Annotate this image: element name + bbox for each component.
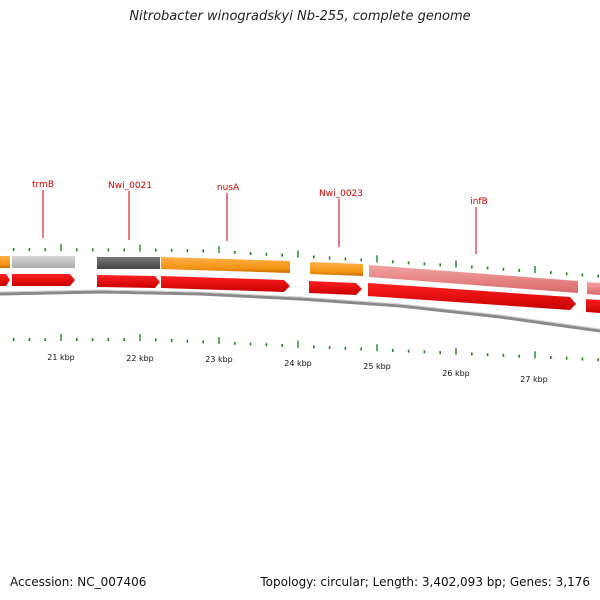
cds-arrow — [309, 281, 362, 295]
gene-block-trmB — [12, 256, 75, 268]
gene-block-nusA — [161, 257, 290, 273]
cds-arrow — [586, 299, 600, 313]
genome-backbone-highlight — [0, 289, 600, 330]
gene-block-Nwi_0021 — [97, 257, 160, 269]
kbp-label: 21 kbp — [47, 353, 75, 362]
cds-arrow — [368, 283, 576, 310]
gene-block-Nwi_0023 — [310, 262, 363, 276]
gene-label-trmB: trmB — [32, 180, 54, 190]
map-title: Nitrobacter winogradskyi Nb-255, complet… — [129, 9, 471, 24]
cds-arrow — [161, 276, 290, 292]
cds-arrow — [0, 274, 10, 286]
kbp-label: 25 kbp — [363, 362, 391, 371]
kbp-label: 26 kbp — [442, 369, 470, 378]
cds-arrow — [97, 275, 160, 288]
kbp-label: 27 kbp — [520, 375, 548, 384]
accession-text: Accession: NC_007406 — [10, 575, 147, 589]
kbp-label: 23 kbp — [205, 355, 233, 364]
gene-label-nusA: nusA — [217, 183, 240, 193]
gene-label-Nwi_0023: Nwi_0023 — [319, 189, 363, 199]
gene-label-Nwi_0021: Nwi_0021 — [108, 181, 152, 191]
lower-tick-track — [12, 334, 600, 362]
genome-backbone — [0, 290, 600, 333]
kbp-label: 24 kbp — [284, 359, 312, 368]
gene-block-infB — [369, 265, 578, 293]
gene-block-orange — [0, 256, 10, 268]
gene-label-infB: infB — [470, 197, 488, 207]
kbp-label: 22 kbp — [126, 354, 154, 363]
upper-tick-track — [12, 244, 600, 278]
cds-arrow — [12, 274, 75, 286]
gene-block-next — [587, 282, 600, 295]
topology-text: Topology: circular; Length: 3,402,093 bp… — [260, 575, 590, 589]
